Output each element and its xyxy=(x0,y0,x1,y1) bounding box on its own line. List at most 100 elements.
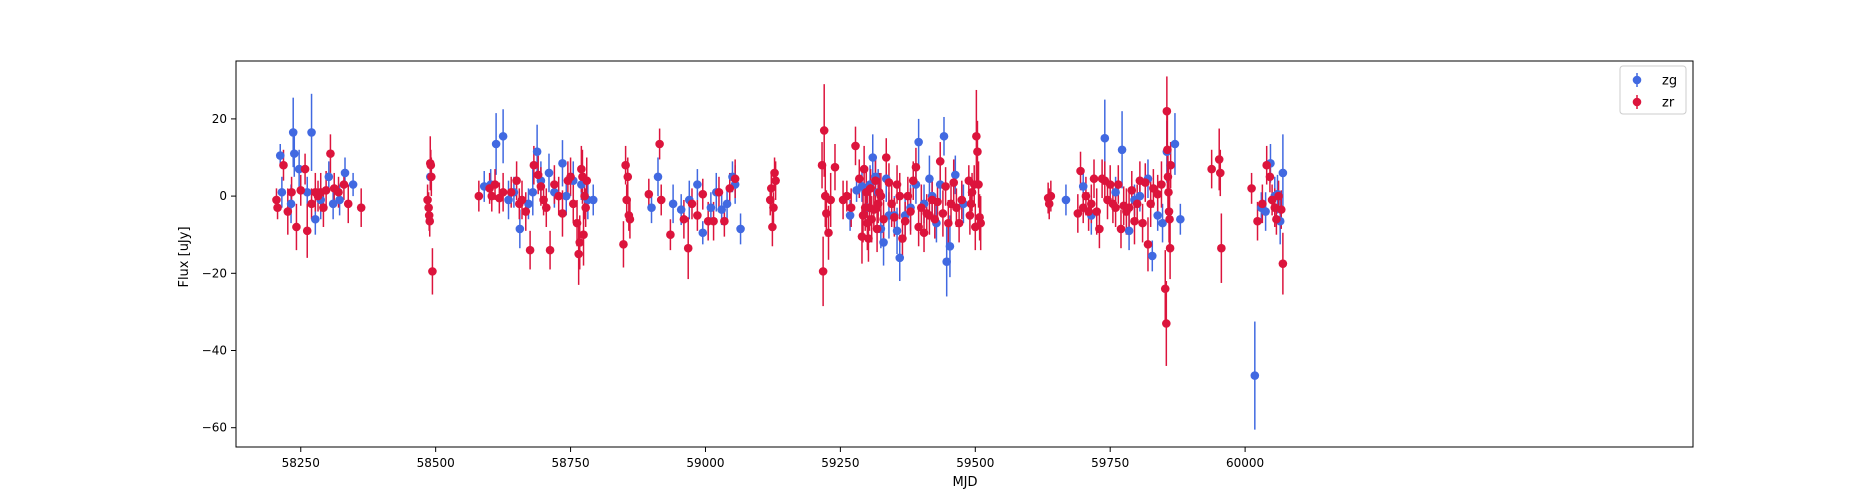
point-zr xyxy=(854,174,864,184)
point-zr xyxy=(579,230,588,239)
point-zr xyxy=(1253,216,1262,226)
point-zg xyxy=(925,174,934,184)
point-zr xyxy=(1166,160,1175,170)
point-zr xyxy=(1081,191,1091,201)
point-zr xyxy=(1160,284,1170,294)
point-zr xyxy=(506,187,516,197)
point-zg xyxy=(561,191,571,201)
point-zr xyxy=(326,149,335,158)
y-tick-label: −60 xyxy=(202,421,227,435)
point-zr xyxy=(765,195,775,205)
point-zr xyxy=(1258,199,1267,209)
axes: 58250 58500 58750 59000 59250 59500 59750 60000… xyxy=(202,60,1694,470)
point-zg xyxy=(288,128,298,137)
point-zr xyxy=(954,218,964,228)
point-zr xyxy=(957,195,967,205)
point-zr xyxy=(582,176,592,185)
point-zr xyxy=(884,178,894,187)
point-zr xyxy=(554,191,563,201)
point-zg xyxy=(942,257,951,267)
point-zg xyxy=(845,211,855,220)
point-zg xyxy=(1170,139,1180,149)
legend: zg zr xyxy=(1619,65,1687,115)
point-zr xyxy=(1127,186,1137,195)
point-zg xyxy=(286,199,296,209)
point-zr xyxy=(623,172,633,182)
point-zg xyxy=(277,187,287,197)
point-zr xyxy=(1215,168,1225,178)
point-zr xyxy=(1095,224,1104,234)
point-zr xyxy=(1276,205,1286,214)
point-zr xyxy=(826,195,835,205)
point-zr xyxy=(973,147,982,157)
point-zr xyxy=(566,172,575,182)
point-zg xyxy=(1117,145,1127,155)
point-zg xyxy=(340,168,350,178)
point-zr xyxy=(300,164,310,174)
point-zg xyxy=(653,172,663,182)
y-tick-label: −20 xyxy=(202,266,227,280)
point-zr xyxy=(1087,199,1096,209)
point-zr xyxy=(1153,189,1162,199)
point-zr xyxy=(1089,174,1099,184)
point-zr xyxy=(498,187,508,197)
point-zr xyxy=(866,184,875,193)
point-zg xyxy=(939,131,949,141)
point-zr xyxy=(334,187,343,197)
point-zr xyxy=(1157,180,1166,189)
point-zr xyxy=(730,174,740,184)
legend-marker-zr xyxy=(1632,97,1642,107)
point-zr xyxy=(574,249,583,259)
point-zr xyxy=(857,232,867,241)
point-zr xyxy=(872,224,882,234)
point-zr xyxy=(558,209,567,218)
point-zg xyxy=(524,199,533,209)
point-zr xyxy=(967,187,977,197)
point-zg xyxy=(1153,211,1162,220)
point-zr xyxy=(1113,180,1123,189)
point-zr xyxy=(1076,166,1085,176)
point-zr xyxy=(1207,164,1216,174)
point-zr xyxy=(512,176,521,185)
point-zr xyxy=(683,243,693,253)
point-zr xyxy=(919,228,929,238)
point-zr xyxy=(892,180,902,189)
point-zr xyxy=(770,168,779,178)
point-zg xyxy=(307,128,316,137)
point-zr xyxy=(1214,155,1224,164)
point-zr xyxy=(533,170,543,180)
point-zg xyxy=(1078,182,1088,191)
y-axis-label: Flux [uJy] xyxy=(177,226,192,287)
point-zr xyxy=(656,195,666,205)
point-zr xyxy=(343,199,353,209)
point-zr xyxy=(846,203,856,212)
point-zr xyxy=(1270,203,1280,212)
point-zr xyxy=(1044,199,1054,209)
point-zr xyxy=(1146,199,1155,209)
point-zg xyxy=(1147,251,1157,261)
point-zr xyxy=(768,222,777,232)
point-zr xyxy=(1162,106,1172,116)
point-zr xyxy=(900,216,910,226)
point-zr xyxy=(720,216,729,226)
point-zr xyxy=(769,203,778,212)
point-zr xyxy=(539,195,548,205)
point-zr xyxy=(709,216,718,226)
y-tick-label: −40 xyxy=(202,344,227,358)
point-zg xyxy=(1250,371,1260,380)
point-zr xyxy=(881,153,891,162)
point-zg xyxy=(717,205,726,214)
point-zr xyxy=(550,180,559,189)
point-zr xyxy=(917,203,926,212)
point-zg xyxy=(879,238,888,247)
point-zr xyxy=(908,176,918,185)
point-zr xyxy=(771,176,780,185)
legend-label-zr: zr xyxy=(1662,96,1675,111)
point-zr xyxy=(867,214,876,224)
point-zr xyxy=(1164,207,1174,216)
point-zr xyxy=(687,199,697,209)
point-zr xyxy=(581,203,590,212)
point-zr xyxy=(490,180,500,189)
x-tick-label: 58250 xyxy=(282,456,320,470)
